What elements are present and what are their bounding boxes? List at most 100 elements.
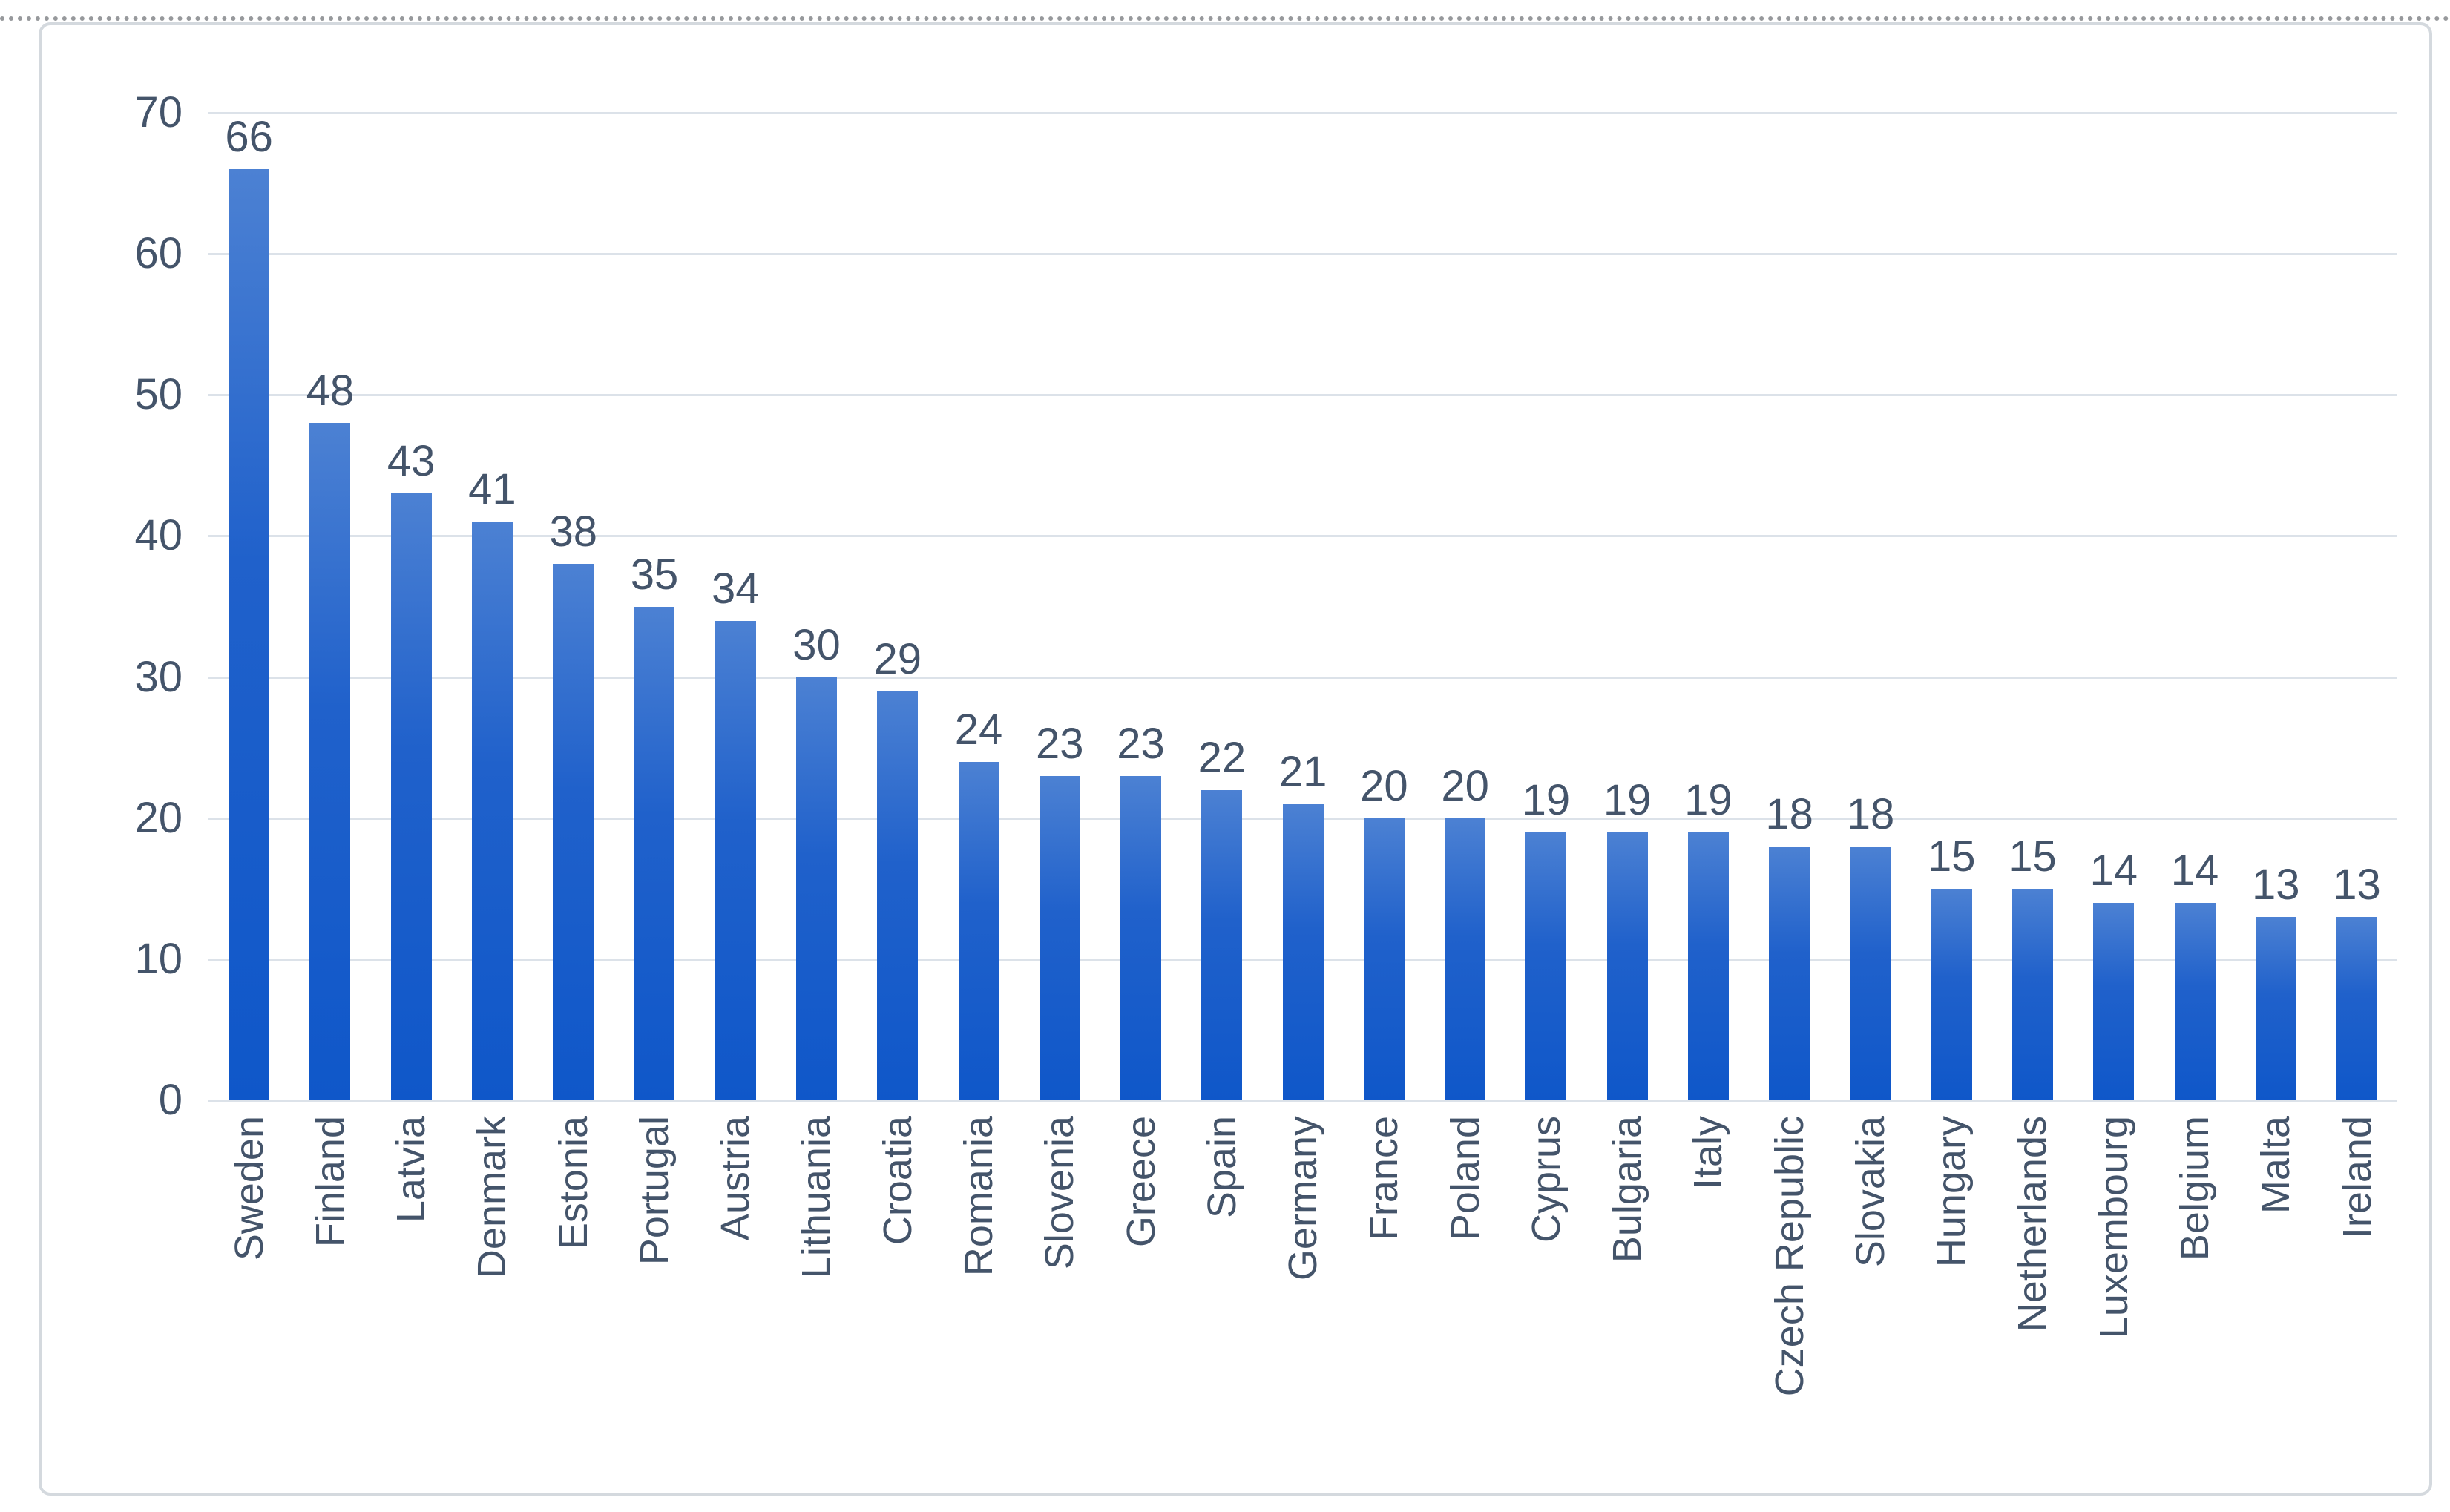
- bar-slot-portugal: 35: [614, 113, 694, 1100]
- x-slot-portugal: Portugal: [614, 1116, 694, 1265]
- bar-netherlands: [2011, 888, 2053, 1100]
- x-slot-france: France: [1344, 1116, 1425, 1240]
- x-axis-label-lithuania: Lithuania: [794, 1116, 839, 1279]
- bar-belgium: [2174, 902, 2216, 1100]
- x-slot-croatia: Croatia: [857, 1116, 938, 1245]
- x-slot-luxembourg: Luxembourg: [2073, 1116, 2154, 1338]
- bar-slot-czech-republic: 18: [1749, 113, 1830, 1100]
- x-slot-poland: Poland: [1425, 1116, 1505, 1240]
- x-axis-label-sweden: Sweden: [226, 1116, 272, 1261]
- x-axis-label-cyprus: Cyprus: [1523, 1116, 1569, 1243]
- bar-slot-bulgaria: 19: [1587, 113, 1668, 1100]
- x-slot-malta: Malta: [2236, 1116, 2316, 1214]
- y-axis-tick-label: 10: [134, 934, 183, 983]
- x-slot-denmark: Denmark: [452, 1116, 533, 1278]
- bar-value-label: 48: [306, 367, 355, 415]
- bar-slovakia: [1850, 846, 1891, 1100]
- x-axis-label-germany: Germany: [1281, 1116, 1326, 1281]
- gridline-30: [208, 676, 2397, 679]
- x-slot-ireland: Ireland: [2316, 1116, 2397, 1238]
- bar-value-label: 13: [2333, 860, 2381, 909]
- bar-value-label: 19: [1603, 775, 1652, 824]
- bar-slot-estonia: 38: [533, 113, 614, 1100]
- bar-value-label: 29: [873, 634, 922, 683]
- x-axis-label-greece: Greece: [1118, 1116, 1163, 1248]
- x-axis-label-austria: Austria: [713, 1116, 758, 1241]
- bar-slot-luxembourg: 14: [2073, 113, 2154, 1100]
- gridline-70: [208, 112, 2397, 114]
- x-axis-label-denmark: Denmark: [470, 1116, 515, 1279]
- bar-slovenia: [1039, 775, 1080, 1100]
- x-slot-spain: Spain: [1181, 1116, 1262, 1218]
- bar-slot-slovakia: 18: [1830, 113, 1911, 1100]
- bar-estonia: [553, 564, 594, 1100]
- x-slot-czech-republic: Czech Republic: [1749, 1116, 1830, 1396]
- x-axis-label-luxembourg: Luxembourg: [2091, 1116, 2136, 1339]
- bar-value-label: 41: [468, 465, 516, 514]
- x-slot-cyprus: Cyprus: [1505, 1116, 1586, 1243]
- bar-austria: [715, 620, 756, 1100]
- bar-slot-greece: 23: [1100, 113, 1181, 1100]
- bar-spain: [1201, 789, 1243, 1100]
- bar-romania: [958, 761, 999, 1100]
- bar-czech-republic: [1769, 846, 1810, 1100]
- bar-value-label: 43: [387, 437, 436, 486]
- bar-value-label: 35: [630, 550, 679, 599]
- bar-slot-denmark: 41: [452, 113, 533, 1100]
- bar-slot-netherlands: 15: [1992, 113, 2073, 1100]
- bar-value-label: 13: [2252, 860, 2300, 909]
- bar-slot-romania: 24: [938, 113, 1019, 1100]
- gridline-40: [208, 535, 2397, 538]
- x-axis-label-slovenia: Slovenia: [1037, 1116, 1083, 1270]
- x-axis-label-malta: Malta: [2253, 1116, 2299, 1214]
- bar-croatia: [877, 691, 919, 1100]
- x-slot-finland: Finland: [289, 1116, 370, 1247]
- x-slot-lithuania: Lithuania: [776, 1116, 857, 1278]
- x-axis-label-czech-republic: Czech Republic: [1767, 1116, 1812, 1397]
- bar-hungary: [1931, 888, 1972, 1100]
- y-axis-tick-label: 60: [134, 229, 183, 278]
- bar-portugal: [634, 606, 675, 1100]
- bar-value-label: 22: [1198, 733, 1247, 782]
- x-axis-label-ireland: Ireland: [2334, 1116, 2380, 1239]
- x-axis-label-slovakia: Slovakia: [1848, 1116, 1893, 1268]
- y-axis-tick-label: 40: [134, 511, 183, 560]
- x-axis: Sweden Finland Latvia Denmark Estonia Portuga…: [208, 1116, 2397, 1396]
- plot-area: 0 10 20 30 40 50 60 70 66 48 43 41 38 35 34 30 29 24 23 23…: [134, 89, 2397, 1124]
- x-axis-label-hungary: Hungary: [1929, 1116, 1974, 1268]
- bar-value-label: 18: [1765, 789, 1813, 838]
- x-axis-label-poland: Poland: [1442, 1116, 1488, 1241]
- bar-value-label: 24: [954, 705, 1003, 754]
- x-axis-label-romania: Romania: [956, 1116, 1002, 1277]
- y-axis-tick-label: 0: [158, 1076, 183, 1124]
- x-slot-germany: Germany: [1262, 1116, 1343, 1281]
- x-slot-latvia: Latvia: [371, 1116, 452, 1223]
- y-axis-tick-label: 50: [134, 370, 183, 419]
- bar-slot-spain: 22: [1181, 113, 1262, 1100]
- bar-slot-sweden: 66: [208, 113, 289, 1100]
- x-slot-slovenia: Slovenia: [1019, 1116, 1100, 1269]
- bar-value-label: 19: [1684, 775, 1733, 824]
- bar-slot-cyprus: 19: [1505, 113, 1586, 1100]
- bar-poland: [1445, 818, 1486, 1100]
- y-axis-tick-label: 70: [134, 88, 183, 137]
- x-slot-estonia: Estonia: [533, 1116, 614, 1249]
- y-axis-tick-label: 30: [134, 652, 183, 701]
- bar-value-label: 38: [549, 507, 597, 556]
- bar-france: [1363, 818, 1405, 1100]
- x-axis-label-bulgaria: Bulgaria: [1605, 1116, 1650, 1263]
- bar-value-label: 15: [2009, 832, 2057, 881]
- bar-slot-malta: 13: [2236, 113, 2316, 1100]
- bar-lithuania: [795, 677, 837, 1100]
- x-axis-label-latvia: Latvia: [389, 1116, 434, 1223]
- x-slot-romania: Romania: [938, 1116, 1019, 1276]
- x-axis-label-netherlands: Netherlands: [2010, 1116, 2055, 1332]
- x-slot-sweden: Sweden: [208, 1116, 289, 1260]
- bar-ireland: [2336, 916, 2378, 1100]
- x-slot-italy: Italy: [1668, 1116, 1749, 1189]
- bar-value-label: 20: [1360, 761, 1408, 810]
- gridline-0: [208, 1100, 2397, 1102]
- x-axis-label-italy: Italy: [1686, 1116, 1731, 1190]
- bar-series: 66 48 43 41 38 35 34 30 29 24 23 23 22 21 20 20 19 19 19 18…: [208, 113, 2397, 1100]
- bar-slot-germany: 21: [1262, 113, 1343, 1100]
